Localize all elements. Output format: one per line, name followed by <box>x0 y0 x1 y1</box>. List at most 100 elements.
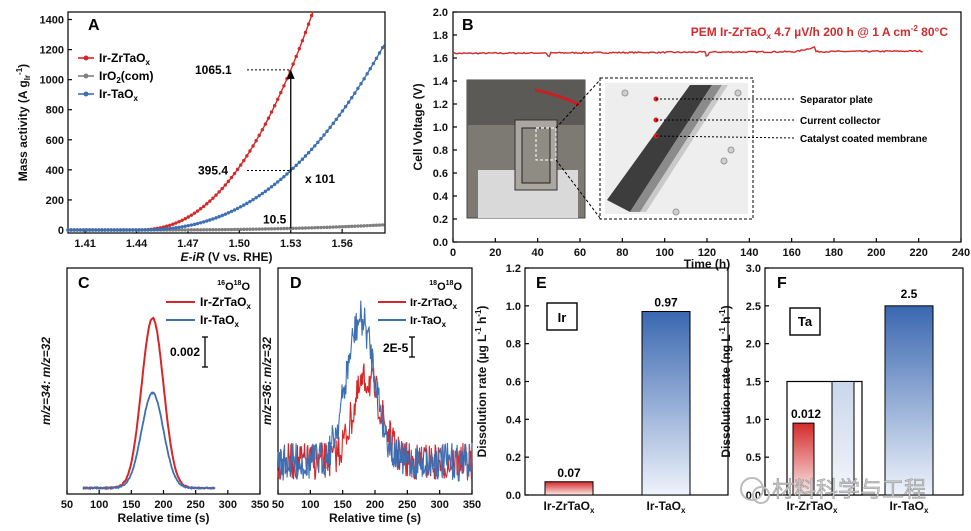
series-point <box>186 215 190 219</box>
series-point <box>356 224 360 228</box>
y-tick-label: 1000 <box>40 75 64 87</box>
series-point <box>223 183 228 187</box>
y-tick-label: 200 <box>46 195 64 207</box>
x-tick-label: 350 <box>251 499 269 511</box>
category-sub: x <box>590 506 595 515</box>
series-point <box>131 228 135 232</box>
series-point <box>235 206 240 211</box>
series-point <box>134 228 138 232</box>
series-point <box>331 225 335 229</box>
x-category-label: Ir-TaOx <box>890 499 929 515</box>
x-axis-label: E-iR (V vs. RHE) <box>180 250 272 264</box>
series-point <box>72 228 76 232</box>
series-point <box>328 125 332 130</box>
bar-value-label: 0.97 <box>654 296 678 310</box>
series-point <box>359 81 363 86</box>
photo-background <box>467 80 585 125</box>
series-point <box>368 67 372 71</box>
element-box <box>546 302 578 331</box>
zoom-line-bottom <box>555 159 601 219</box>
y-label-sup2: -1 <box>474 309 483 317</box>
legend-label: Ir-TaOx <box>99 87 138 103</box>
y-label-c: ) <box>719 305 733 309</box>
series-point <box>266 116 271 120</box>
category-sub: x <box>681 506 686 515</box>
legend-text: Ir-ZrTaO <box>200 295 246 309</box>
annotation-x101: x 101 <box>305 172 335 186</box>
y-label-a: Dissolution rate (ng L <box>719 334 733 457</box>
series-point <box>269 185 274 189</box>
zoom-bolt-hole <box>621 89 629 97</box>
series-point <box>380 45 385 50</box>
series-point <box>356 86 360 91</box>
zoom-bolt-hole <box>727 146 735 154</box>
series-point <box>245 201 249 206</box>
y-tick-label: 1.8 <box>433 30 448 42</box>
panel-d-18o18o-chart: 50 100 150 200 250 300 350 Relative time (s) m/z… <box>260 267 481 525</box>
panel-letter: E <box>536 275 547 292</box>
series-point <box>365 72 369 76</box>
series-point <box>202 204 206 209</box>
x-tick-label: 50 <box>61 499 73 511</box>
element-label: Ir <box>558 310 567 325</box>
scale-bar-label: 2E-5 <box>383 341 409 355</box>
title-o1: O <box>437 281 446 293</box>
series-point <box>66 228 70 232</box>
series-point <box>140 228 144 232</box>
y-tick-label: 3.0 <box>746 263 761 275</box>
series-point <box>362 77 366 81</box>
series-point <box>232 171 237 176</box>
series-point <box>223 212 228 216</box>
arrow-head <box>286 69 295 79</box>
y-tick-label: 1400 <box>40 15 64 27</box>
x-tick-label: 120 <box>698 247 716 259</box>
zoom-inset-bar-ta <box>831 381 855 496</box>
series-point <box>198 207 203 211</box>
series-point <box>266 227 271 231</box>
series-point <box>245 154 249 158</box>
series-point <box>229 209 234 214</box>
series-point <box>217 215 221 219</box>
legend-sub: x <box>246 302 251 311</box>
series-point <box>254 139 258 143</box>
series-point <box>276 97 280 101</box>
series-point <box>282 226 286 231</box>
series-point <box>242 227 246 232</box>
panel-letter: B <box>462 17 474 34</box>
series-point <box>263 227 268 231</box>
x-tick-label: 180 <box>825 247 843 259</box>
y-tick-label: 0.6 <box>506 377 521 389</box>
series-point <box>282 174 286 179</box>
series-point <box>235 167 240 172</box>
series-point <box>297 226 302 230</box>
y-tick-label: 0 <box>58 225 64 237</box>
series-point <box>229 227 234 232</box>
y-axis-label: Mass activity (A gIr-1) <box>15 64 32 181</box>
series-point <box>257 227 261 231</box>
y-label-end: ) <box>16 64 30 68</box>
series-point <box>109 228 113 232</box>
y-label-b: h <box>719 316 733 327</box>
series-point <box>177 228 181 232</box>
series-point <box>235 227 240 232</box>
series-point <box>306 226 311 230</box>
series-point <box>124 228 129 232</box>
series-point <box>211 196 215 200</box>
series-point <box>303 226 308 230</box>
inset-photo <box>466 79 586 219</box>
series-point <box>75 228 79 232</box>
y-axis-label: Cell Voltage (V) <box>411 83 425 170</box>
series-point <box>374 223 379 227</box>
legend-sub: x <box>453 302 458 311</box>
series-point <box>319 225 323 230</box>
series-point <box>331 121 335 126</box>
zoom-bolt-hole <box>734 89 742 97</box>
series-point <box>155 227 160 232</box>
legend-label: Ir-ZrTaOx <box>99 51 150 67</box>
title-a: PEM Ir-ZrTaO <box>691 25 767 39</box>
y-label-b: h <box>475 317 489 328</box>
legend-marker <box>83 55 89 61</box>
inset-label-text: Catalyst coated membrane <box>800 134 928 145</box>
category-text: Ir-TaO <box>890 499 924 513</box>
series-point <box>303 154 308 158</box>
